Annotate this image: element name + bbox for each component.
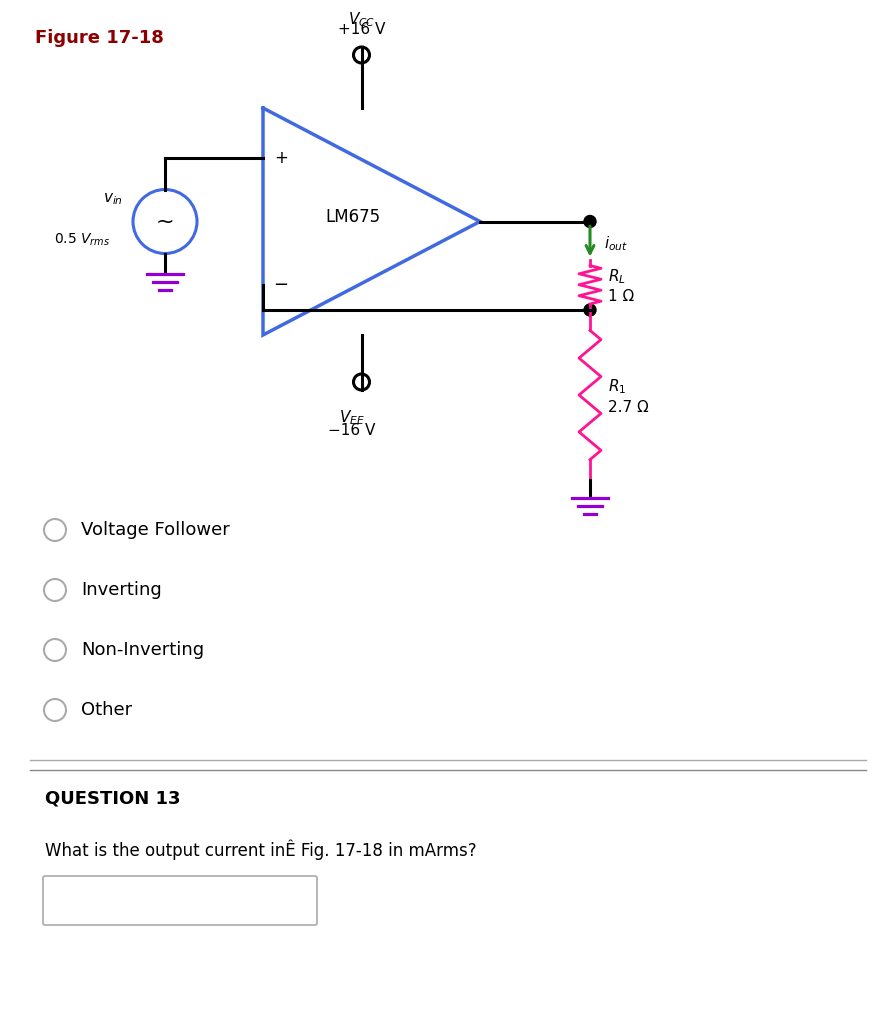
Text: +16 V: +16 V (338, 22, 385, 37)
Text: Inverting: Inverting (81, 581, 162, 599)
Text: $v_{in}$: $v_{in}$ (103, 191, 123, 207)
FancyBboxPatch shape (43, 876, 317, 925)
Text: LM675: LM675 (325, 208, 381, 225)
Text: ~: ~ (156, 212, 175, 231)
Text: 0.5 $V_{rms}$: 0.5 $V_{rms}$ (54, 231, 110, 248)
Text: +: + (274, 148, 288, 167)
Text: 1 Ω: 1 Ω (608, 289, 634, 304)
Text: −16 V: −16 V (328, 423, 375, 438)
Text: Non-Inverting: Non-Inverting (81, 641, 204, 659)
Text: $V_{EE}$: $V_{EE}$ (339, 408, 365, 427)
Text: Voltage Follower: Voltage Follower (81, 521, 229, 539)
Text: Other: Other (81, 701, 132, 719)
Text: What is the output current inÊ Fig. 17-18 in mArms?: What is the output current inÊ Fig. 17-1… (45, 840, 477, 860)
Text: Figure 17-18: Figure 17-18 (35, 29, 164, 47)
Text: $V_{CC}$: $V_{CC}$ (348, 10, 375, 29)
Text: QUESTION 13: QUESTION 13 (45, 790, 180, 808)
Text: $R_L$: $R_L$ (608, 267, 626, 286)
Text: $R_1$: $R_1$ (608, 378, 626, 396)
Text: 2.7 Ω: 2.7 Ω (608, 399, 649, 415)
Text: $i_{out}$: $i_{out}$ (604, 234, 628, 253)
Text: −: − (273, 276, 289, 294)
Circle shape (584, 215, 596, 227)
Circle shape (584, 304, 596, 316)
